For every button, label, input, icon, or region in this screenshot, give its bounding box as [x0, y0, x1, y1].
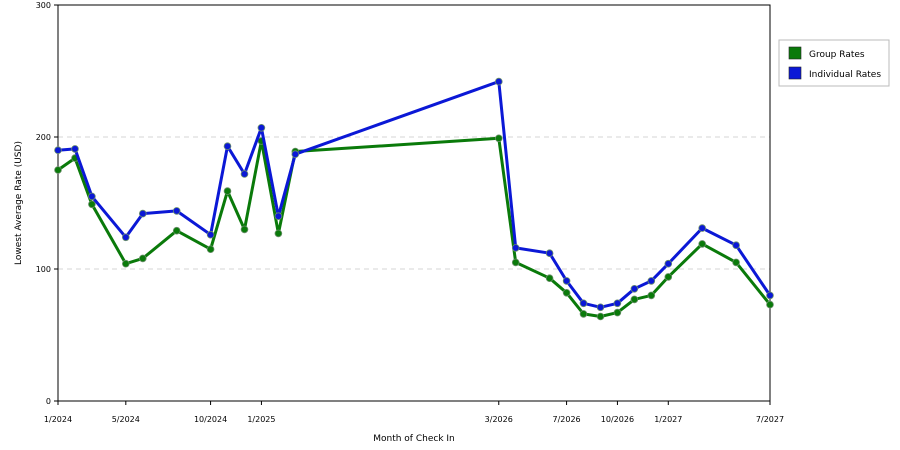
data-point-individual-rates	[88, 192, 96, 201]
data-point-individual-rates	[172, 207, 181, 215]
x-axis-title: Month of Check In	[373, 434, 455, 444]
data-point-individual-rates	[545, 249, 554, 258]
data-point-individual-rates	[596, 303, 605, 312]
data-point-group-rates	[545, 274, 554, 283]
data-point-individual-rates	[579, 299, 588, 308]
data-point-group-rates	[240, 225, 249, 234]
y-tick-label: 200	[36, 133, 51, 142]
data-point-individual-rates	[54, 146, 62, 155]
x-tick-label: 1/2025	[247, 415, 275, 424]
data-point-group-rates	[172, 226, 181, 235]
data-point-group-rates	[562, 288, 571, 297]
data-point-individual-rates	[274, 212, 283, 221]
x-tick-label: 1/2027	[654, 415, 682, 424]
x-tick-label: 10/2026	[601, 415, 634, 424]
data-point-group-rates	[139, 254, 147, 263]
data-point-individual-rates	[122, 233, 130, 242]
data-point-individual-rates	[206, 230, 215, 239]
data-point-group-rates	[732, 258, 740, 267]
data-point-group-rates	[579, 310, 588, 318]
x-tick-label: 7/2027	[756, 415, 784, 424]
data-point-individual-rates	[698, 224, 706, 232]
data-point-group-rates	[494, 134, 503, 143]
data-point-group-rates	[664, 273, 673, 281]
x-tick-label: 1/2024	[44, 415, 72, 424]
data-point-group-rates	[698, 240, 706, 248]
data-point-group-rates	[122, 259, 130, 268]
data-point-group-rates	[766, 300, 774, 309]
data-point-individual-rates	[630, 284, 639, 293]
grid-lines	[58, 136, 770, 270]
data-point-individual-rates	[732, 241, 740, 250]
series-line-individual-rates	[57, 80, 772, 309]
x-axis: 1/2024 5/2024 10/2024 1/2025 3/2026 7/2026 10/…	[44, 401, 784, 424]
y-tick-label: 300	[36, 1, 51, 10]
data-point-individual-rates	[647, 277, 656, 285]
data-point-individual-rates	[494, 77, 503, 86]
series-line-group-rates	[57, 136, 772, 318]
data-point-individual-rates	[664, 259, 673, 268]
legend-swatch-group-rates	[788, 46, 802, 60]
data-point-group-rates	[511, 258, 520, 267]
plot-area-border	[57, 4, 771, 402]
data-point-individual-rates	[257, 124, 266, 132]
legend-label-group-rates: Group Rates	[809, 50, 865, 60]
data-point-individual-rates	[562, 277, 571, 285]
y-axis: 0 100 200 300	[36, 1, 58, 406]
data-point-individual-rates	[139, 209, 147, 218]
x-tick-label: 10/2024	[194, 415, 227, 424]
data-point-group-rates	[274, 229, 283, 238]
y-tick-label: 0	[46, 397, 51, 406]
data-point-individual-rates	[223, 142, 232, 151]
data-point-individual-rates	[766, 291, 774, 300]
data-point-group-rates	[54, 166, 62, 174]
series-group	[54, 77, 774, 321]
y-tick-label: 100	[36, 265, 51, 274]
data-point-individual-rates	[240, 170, 249, 178]
legend-swatch-individual-rates	[788, 66, 802, 80]
y-axis-title: Lowest Average Rate (USD)	[14, 141, 24, 265]
data-point-individual-rates	[613, 299, 622, 308]
x-tick-label: 7/2026	[552, 415, 580, 424]
data-point-group-rates	[647, 291, 656, 300]
legend: Group Rates Individual Rates	[778, 39, 890, 87]
x-tick-label: 5/2024	[112, 415, 140, 424]
legend-label-individual-rates: Individual Rates	[809, 70, 881, 80]
data-point-individual-rates	[291, 150, 300, 159]
data-point-group-rates	[206, 245, 215, 254]
data-point-group-rates	[613, 308, 622, 317]
data-point-individual-rates	[71, 145, 79, 153]
data-point-group-rates	[223, 187, 232, 195]
data-point-group-rates	[630, 295, 639, 304]
data-point-group-rates	[88, 200, 96, 209]
x-tick-label: 3/2026	[485, 415, 513, 424]
data-point-group-rates	[596, 312, 605, 321]
data-point-individual-rates	[511, 244, 520, 252]
